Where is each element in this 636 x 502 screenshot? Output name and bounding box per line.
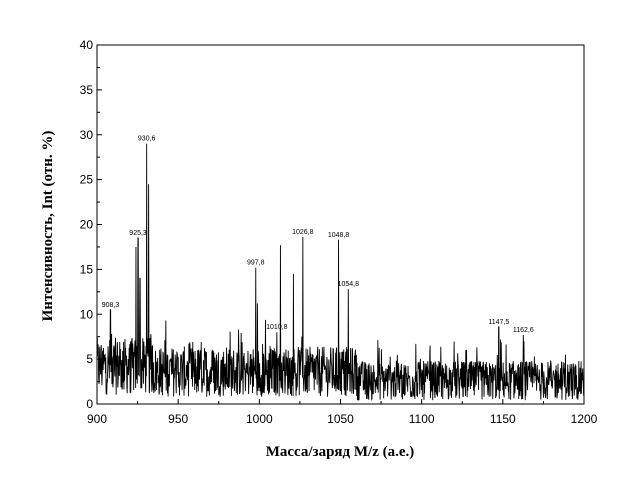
peak-label: 1026,8 <box>292 229 314 236</box>
peak-label: 1054,8 <box>338 281 360 288</box>
plot-frame <box>96 44 585 405</box>
peak-labels: 908,3 925,3 930,6 997,8 1010,8 1026,8 1048,8 10… <box>102 136 534 334</box>
y-axis-title: Интенсивность, Int (отн. %) <box>40 131 56 322</box>
x-tick-label: 950 <box>168 412 188 426</box>
y-tick-label: 15 <box>80 262 94 276</box>
peak-label: 930,6 <box>138 136 156 143</box>
x-tick-label: 1000 <box>246 412 273 426</box>
peak-label: 1162,6 <box>513 327 534 334</box>
x-axis-ticks: 900 950 1000 1050 1100 1150 1200 <box>87 399 598 426</box>
x-tick-label: 1100 <box>409 412 435 426</box>
y-tick-label: 5 <box>86 352 93 366</box>
y-tick-label: 0 <box>86 397 93 411</box>
y-tick-label: 30 <box>80 128 94 142</box>
y-tick-label: 10 <box>80 307 94 321</box>
x-tick-label: 1050 <box>327 412 354 426</box>
x-tick-label: 1200 <box>571 412 598 426</box>
peak-label: 925,3 <box>129 230 147 237</box>
peak-label: 1048,8 <box>328 232 350 239</box>
x-tick-label: 1150 <box>490 412 516 426</box>
peak-label: 997,8 <box>247 260 265 267</box>
peak-label: 908,3 <box>102 302 120 309</box>
spectrum-line <box>96 143 585 402</box>
y-tick-label: 40 <box>80 38 94 52</box>
y-tick-label: 25 <box>80 173 94 187</box>
y-tick-label: 35 <box>80 83 94 97</box>
peak-label: 1147,5 <box>488 319 509 326</box>
x-tick-label: 900 <box>87 412 107 426</box>
x-axis-title: Масса/заряд M/z (а.е.) <box>266 444 415 460</box>
y-axis-ticks: 0 5 10 15 20 25 30 35 40 <box>80 38 102 411</box>
peak-label: 1010,8 <box>266 324 288 331</box>
y-tick-label: 20 <box>80 218 94 232</box>
